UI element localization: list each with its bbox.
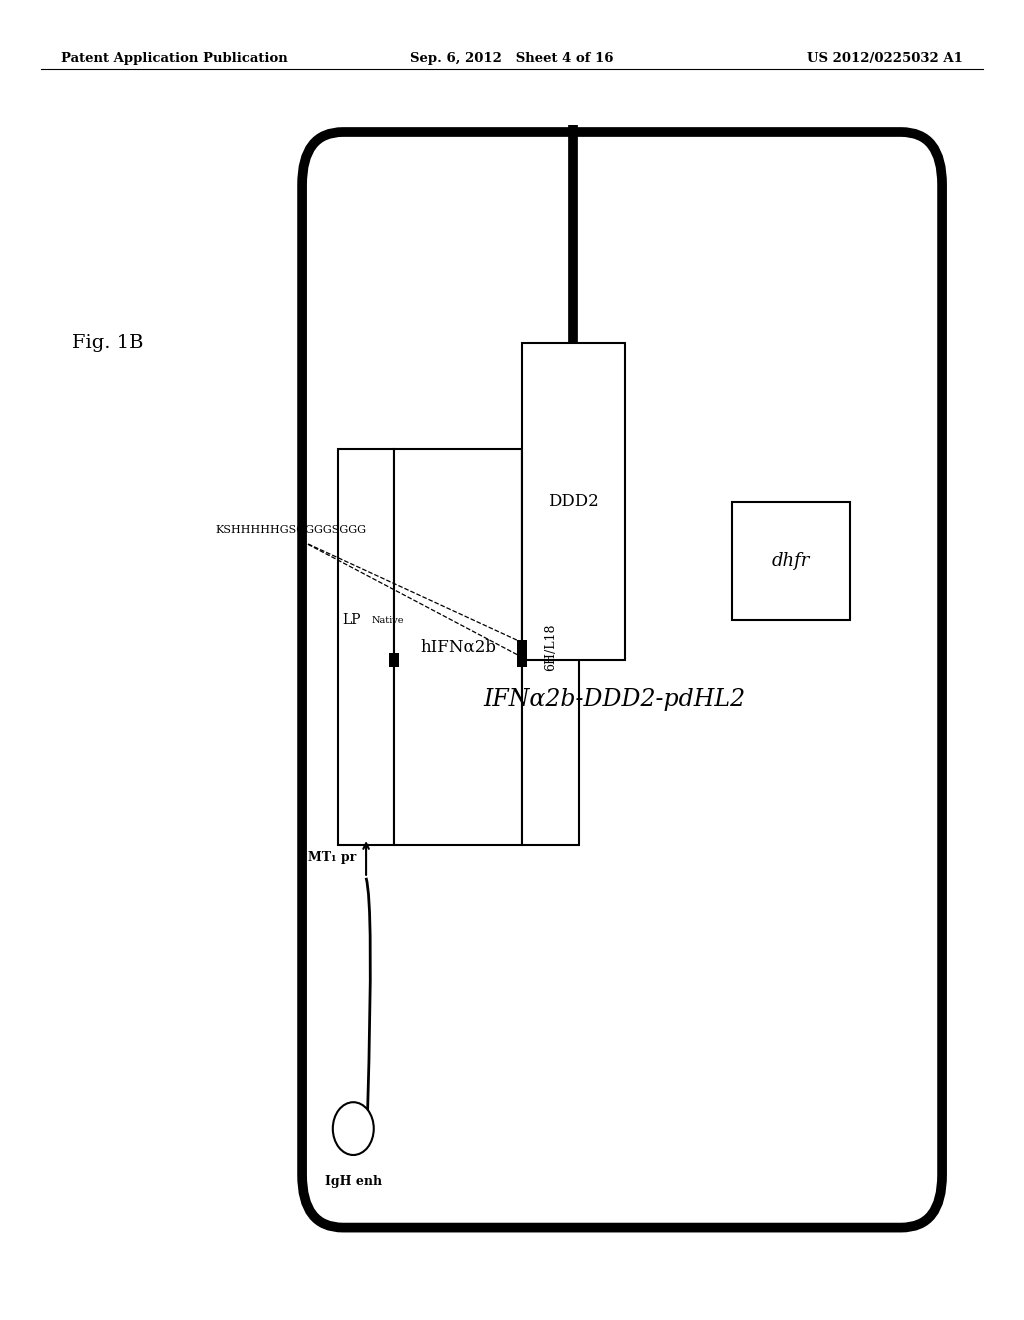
Text: Native: Native xyxy=(372,616,403,624)
Text: dhfr: dhfr xyxy=(772,552,810,570)
Bar xyxy=(389,653,399,667)
Text: LP: LP xyxy=(342,614,361,627)
Bar xyxy=(517,653,527,667)
Text: DDD2: DDD2 xyxy=(548,494,599,510)
Text: hIFNα2b: hIFNα2b xyxy=(420,639,497,655)
Text: US 2012/0225032 A1: US 2012/0225032 A1 xyxy=(807,51,963,65)
Text: 6H/L18: 6H/L18 xyxy=(544,623,557,671)
Text: Sep. 6, 2012   Sheet 4 of 16: Sep. 6, 2012 Sheet 4 of 16 xyxy=(411,51,613,65)
Text: IgH enh: IgH enh xyxy=(325,1175,382,1188)
Text: KSHHHHHGSGGGGSGGG: KSHHHHHGSGGGGSGGG xyxy=(215,524,366,535)
Text: MT₁ pr: MT₁ pr xyxy=(307,851,356,865)
Text: IFNα2b-DDD2-pdHL2: IFNα2b-DDD2-pdHL2 xyxy=(483,688,745,711)
Bar xyxy=(732,502,850,620)
Bar xyxy=(522,343,625,660)
Text: Fig. 1B: Fig. 1B xyxy=(72,334,143,352)
Bar xyxy=(338,449,394,845)
Circle shape xyxy=(333,1102,374,1155)
Bar xyxy=(517,640,527,653)
Bar xyxy=(522,449,579,845)
Bar xyxy=(394,449,522,845)
FancyBboxPatch shape xyxy=(322,154,923,1205)
Text: Patent Application Publication: Patent Application Publication xyxy=(61,51,288,65)
